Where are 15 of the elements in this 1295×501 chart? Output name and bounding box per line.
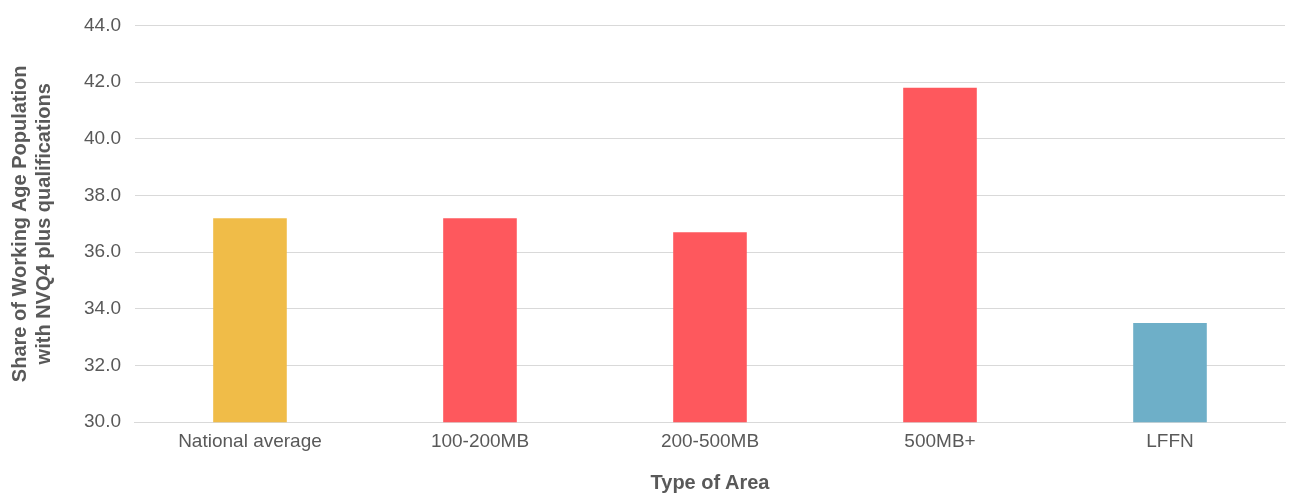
y-tick-label: 30.0: [84, 410, 121, 432]
y-tick-label: 32.0: [84, 353, 121, 375]
y-tick-label: 34.0: [84, 297, 121, 319]
x-tick-label: National average: [178, 429, 322, 451]
y-tick-label: 36.0: [84, 240, 121, 262]
y-tick-label: 40.0: [84, 127, 121, 149]
x-tick-label: LFFN: [1146, 429, 1194, 451]
x-tick-label: 500MB+: [904, 429, 976, 451]
x-tick-label: 200-500MB: [660, 429, 760, 451]
y-tick-label: 38.0: [84, 183, 121, 205]
y-tick-label: 44.0: [84, 13, 121, 35]
x-tick-label: 100-200MB: [430, 429, 530, 451]
y-axis-title: Share of Working Age Population with NVQ4 plus qualifications: [7, 65, 54, 383]
y-tick-label: 42.0: [84, 70, 121, 92]
x-axis-title: Type of Area: [650, 470, 771, 493]
